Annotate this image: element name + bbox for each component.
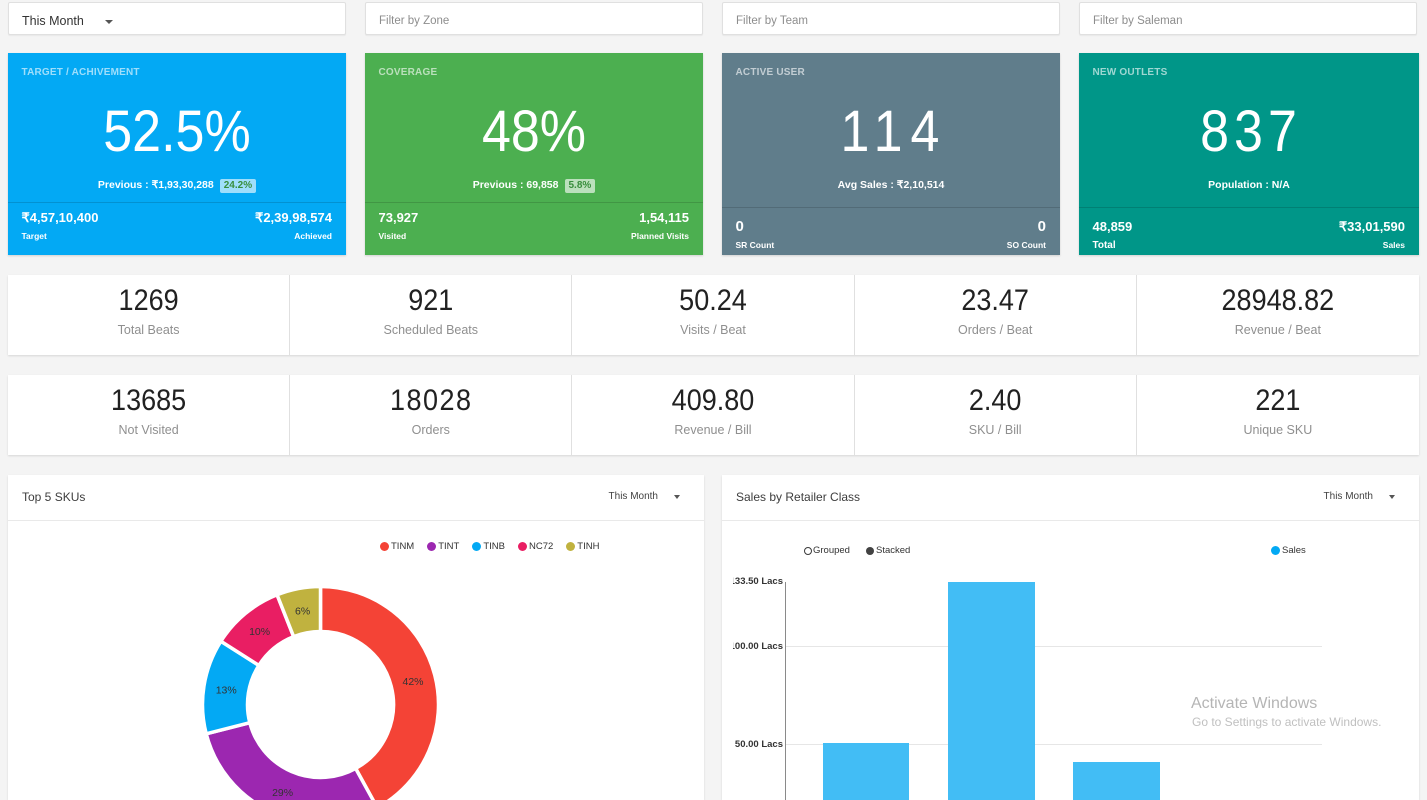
svg-text:6%: 6%: [295, 606, 310, 618]
svg-text:42%: 42%: [402, 676, 423, 688]
svg-text:29%: 29%: [272, 787, 293, 799]
svg-text:13%: 13%: [216, 685, 237, 697]
svg-text:10%: 10%: [249, 626, 270, 638]
